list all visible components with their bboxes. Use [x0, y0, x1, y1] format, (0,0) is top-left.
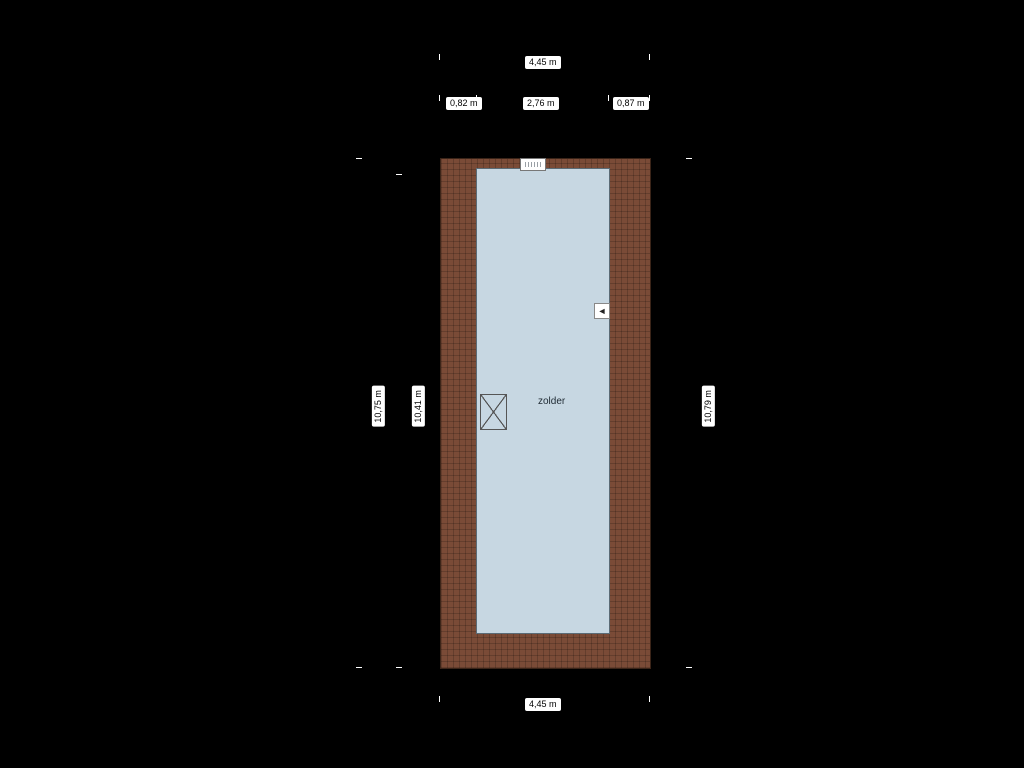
marker-glyph: ◄: [598, 306, 607, 316]
dim-tick: [476, 95, 477, 101]
dim-tick: [396, 667, 402, 668]
dim-top-overall: 4,45 m: [525, 56, 561, 69]
floor-hatch: [480, 394, 507, 430]
window-bars: [525, 162, 541, 167]
dim-tick: [439, 54, 440, 60]
dim-left-outer: 10,75 m: [372, 386, 385, 427]
dim-left-inner: 10,41 m: [412, 386, 425, 427]
dim-tick: [649, 696, 650, 702]
dim-top-right: 0,87 m: [613, 97, 649, 110]
floor-plan-canvas: ◄ zolder 4,45 m 0,82 m 2,76 m 0,87 m 4,4…: [0, 0, 1024, 768]
marker-icon: ◄: [594, 303, 610, 319]
dim-tick: [649, 95, 650, 101]
window-top: [520, 158, 546, 171]
dim-tick: [649, 54, 650, 60]
dim-right: 10,79 m: [702, 386, 715, 427]
room-label: zolder: [538, 396, 565, 407]
dim-tick: [608, 95, 609, 101]
dim-tick: [356, 667, 362, 668]
dim-tick: [686, 158, 692, 159]
dim-tick: [396, 174, 402, 175]
dim-tick: [356, 158, 362, 159]
dim-tick: [439, 696, 440, 702]
dim-top-mid: 2,76 m: [523, 97, 559, 110]
dim-tick: [439, 95, 440, 101]
dim-tick: [686, 667, 692, 668]
dim-bottom-overall: 4,45 m: [525, 698, 561, 711]
